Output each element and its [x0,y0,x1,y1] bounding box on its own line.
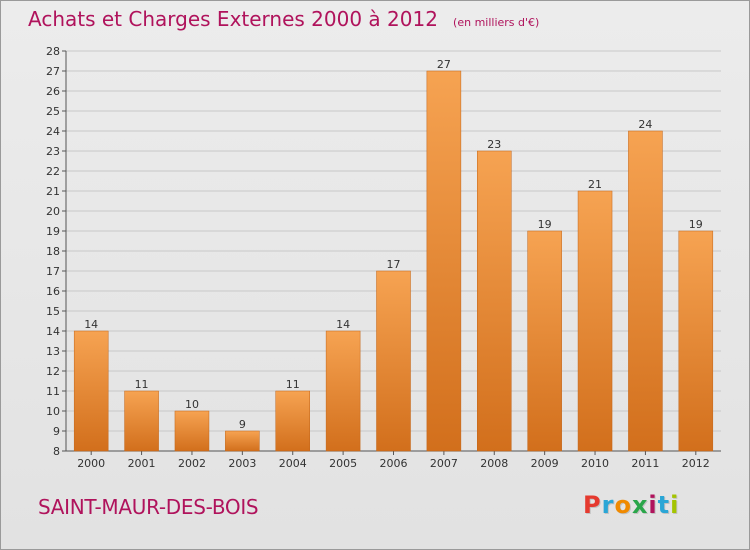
bar [376,270,411,452]
x-tick-label: 2010 [581,457,609,470]
x-tick-label: 2002 [178,457,206,470]
brand-letter: t [657,491,671,519]
bar [325,330,361,452]
data-label: 14 [84,318,98,331]
y-tick-label: 8 [53,445,60,458]
x-tick-label: 2011 [631,457,659,470]
y-tick-label: 20 [46,205,60,218]
y-tick-label: 14 [46,325,60,338]
y-tick-label: 23 [46,145,60,158]
y-tick-label: 25 [46,105,60,118]
data-label: 9 [239,418,246,431]
bar [174,410,210,452]
data-label: 17 [387,258,401,271]
brand-letter: P [583,491,602,519]
bar [577,190,613,452]
y-tick-label: 9 [53,425,60,438]
brand-letter: r [601,491,615,519]
chart-unit-label: (en milliers d'€) [453,16,540,29]
brand-logo: Proxiti [583,491,679,519]
x-tick-label: 2007 [430,457,458,470]
bars [73,70,714,452]
x-tick-label: 2009 [531,457,559,470]
y-tick-label: 24 [46,125,60,138]
bar [275,390,310,452]
x-tick-label: 2006 [380,457,408,470]
chart-title: Achats et Charges Externes 2000 à 2012 [28,7,438,31]
data-label: 14 [336,318,350,331]
bar [628,130,663,452]
title-row: Achats et Charges Externes 2000 à 2012 (… [28,7,539,31]
labels: 8 9 10 11 12 13 14 15 16 17 18 19 20 21 22 23 24 25 26 27 28… [46,45,710,470]
y-tick-label: 15 [46,305,60,318]
x-tick-label: 2012 [682,457,710,470]
y-tick-label: 28 [46,45,60,58]
data-label: 11 [135,378,149,391]
brand-letter: x [631,491,649,519]
x-tick-label: 2003 [228,457,256,470]
y-tick-label: 10 [46,405,60,418]
y-tick-label: 12 [46,365,60,378]
x-tick-label: 2004 [279,457,307,470]
data-label: 19 [538,218,552,231]
brand-letter: o [614,491,632,519]
bar [678,230,714,452]
y-tick-label: 18 [46,245,60,258]
y-tick-label: 22 [46,165,60,178]
bar [225,430,260,452]
x-tick-label: 2005 [329,457,357,470]
bar [124,390,159,452]
bar [426,70,462,452]
data-label: 10 [185,398,199,411]
y-tick-label: 11 [46,385,60,398]
data-label: 21 [588,178,602,191]
x-tick-label: 2000 [77,457,105,470]
data-label: 19 [689,218,703,231]
data-label: 24 [638,118,652,131]
brand-letter: i [670,491,680,519]
y-tick-label: 17 [46,265,60,278]
y-tick-label: 21 [46,185,60,198]
y-tick-label: 19 [46,225,60,238]
x-tick-label: 2008 [480,457,508,470]
y-tick-label: 16 [46,285,60,298]
brand-letter: i [648,491,658,519]
x-tick-label: 2001 [128,457,156,470]
y-tick-label: 26 [46,85,60,98]
y-tick-label: 27 [46,65,60,78]
bar [477,150,512,452]
commune-name: SAINT-MAUR-DES-BOIS [38,495,259,519]
data-label: 27 [437,58,451,71]
bar [527,230,562,452]
data-label: 23 [487,138,501,151]
y-tick-label: 13 [46,345,60,358]
bar [73,330,109,452]
data-label: 11 [286,378,300,391]
